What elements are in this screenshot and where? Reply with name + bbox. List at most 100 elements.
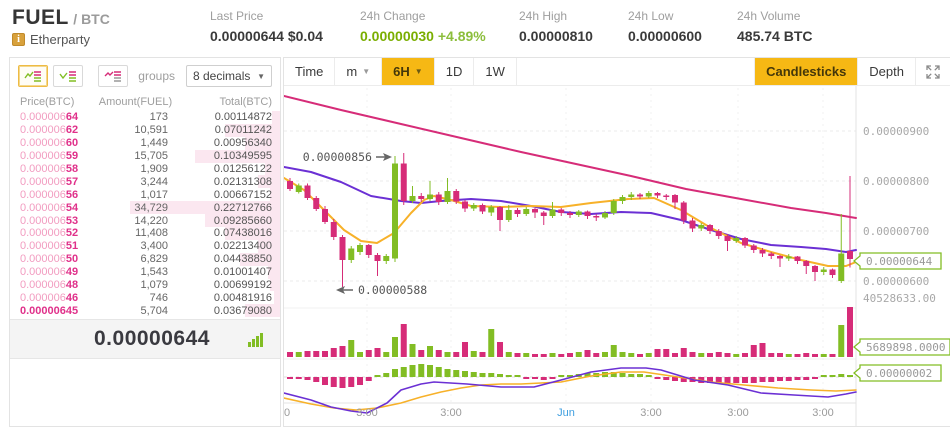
orderbook-buy-icon — [59, 71, 76, 82]
orderbook-sell-button[interactable] — [98, 65, 128, 87]
price-cell: 0.00000653 — [20, 214, 79, 227]
coin-name: Etherparty — [30, 32, 90, 47]
interval-1d-button[interactable]: 1D — [435, 58, 475, 85]
price-cell: 0.00000664 — [20, 111, 79, 124]
asks-list: 0.00000664 173 0.00114872 0.00000662 10,591 0… — [10, 111, 280, 318]
ask-row[interactable]: 0.00000657 3,244 0.02131308 — [10, 175, 280, 189]
amount-cell: 10,591 — [134, 124, 168, 137]
chart-toolbar: Time m ▼ 6H ▼ 1D 1W Candlesticks Depth — [284, 58, 950, 86]
amount-cell: 1,543 — [140, 266, 168, 279]
orderbook-toolbar: groups 8 decimals ▼ — [10, 58, 280, 94]
candlesticks-button[interactable]: Candlesticks — [754, 58, 858, 85]
stat-last-price: Last Price 0.00000644 $0.04 — [210, 9, 323, 44]
amount-cell: 34,729 — [134, 201, 168, 214]
pair-title: FUEL / BTC i Etherparty — [12, 6, 110, 47]
fullscreen-button[interactable] — [915, 58, 950, 85]
ask-row[interactable]: 0.00000656 1,017 0.00667152 — [10, 188, 280, 202]
depth-bar — [274, 291, 280, 305]
depth-bar — [270, 278, 280, 292]
svg-text:0.00000644: 0.00000644 — [866, 255, 933, 268]
stat-24h-change: 24h Change 0.00000030 +4.89% — [360, 9, 486, 44]
total-cell: 0.00114872 — [214, 111, 272, 124]
ask-row[interactable]: 0.00000653 14,220 0.09285660 — [10, 214, 280, 228]
svg-text:0.00000800: 0.00000800 — [863, 175, 929, 188]
pair-symbol: FUEL — [12, 6, 69, 29]
price-cell: 0.00000657 — [20, 175, 79, 188]
depth-bar — [195, 149, 280, 163]
depth-bar — [130, 201, 280, 215]
svg-text:Jun: Jun — [557, 407, 575, 419]
annotation-low: 0.00000588 — [336, 283, 427, 297]
volume-group — [287, 307, 853, 357]
ask-row[interactable]: 0.00000664 173 0.00114872 — [10, 111, 280, 124]
ask-row[interactable]: 0.00000651 3,400 0.02213400 — [10, 239, 280, 253]
svg-text:3:00: 3:00 — [440, 407, 461, 419]
price-cell: 0.00000652 — [20, 227, 79, 240]
ask-row[interactable]: 0.00000648 1,079 0.00699192 — [10, 278, 280, 292]
ask-row[interactable]: 0.00000646 746 0.00481916 — [10, 291, 280, 305]
annotation-high: 0.00000856 — [303, 150, 392, 164]
svg-text:3:00: 3:00 — [640, 407, 661, 419]
price-axis-labels: 0.00000900 0.00000800 0.00000700 0.00000600… — [863, 125, 936, 305]
amount-cell: 15,705 — [134, 150, 168, 163]
depth-bar — [225, 123, 280, 137]
stat-24h-high: 24h High 0.00000810 — [519, 9, 593, 44]
interval-1w-button[interactable]: 1W — [474, 58, 517, 85]
ask-row[interactable]: 0.00000659 15,705 0.10349595 — [10, 149, 280, 163]
price-cell: 0.00000651 — [20, 240, 79, 253]
volume-bars-icon — [247, 333, 263, 347]
orderbook-buy-button[interactable] — [53, 65, 83, 87]
amount-cell: 11,408 — [135, 227, 168, 240]
ask-row[interactable]: 0.00000652 11,408 0.07438016 — [10, 227, 280, 240]
svg-text:3:00: 3:00 — [356, 407, 377, 419]
caret-down-icon: ▼ — [257, 71, 265, 81]
ma-line-orange — [284, 177, 857, 267]
amount-cell: 6,829 — [140, 253, 168, 266]
amount-cell: 1,909 — [140, 163, 168, 175]
total-cell: 0.02213400 — [213, 240, 272, 253]
total-cell: 0.07011242 — [214, 124, 272, 137]
depth-bar — [272, 111, 280, 124]
amount-cell: 1,017 — [140, 188, 168, 201]
pair-quote: / BTC — [73, 11, 110, 27]
total-cell: 0.02131308 — [213, 175, 272, 188]
caret-down-icon: ▼ — [362, 67, 371, 76]
ask-row[interactable]: 0.00000649 1,543 0.01001407 — [10, 265, 280, 279]
expand-icon — [926, 64, 940, 79]
current-volume-tag: 5689898.0000 — [852, 338, 950, 356]
depth-button[interactable]: Depth — [857, 58, 915, 85]
total-cell: 0.09285660 — [213, 214, 272, 227]
last-price: 0.00000644 — [94, 327, 210, 350]
total-cell: 0.00667152 — [213, 188, 272, 201]
candlestick-chart[interactable]: 0.00000900 0.00000800 0.00000700 0.00000600… — [284, 86, 950, 427]
ask-row[interactable]: 0.00000660 1,449 0.00956340 — [10, 136, 280, 150]
decimals-select[interactable]: 8 decimals ▼ — [186, 65, 272, 87]
svg-text:3:00: 3:00 — [727, 407, 748, 419]
orderbook-both-button[interactable] — [18, 65, 48, 87]
amount-cell: 1,079 — [140, 279, 168, 292]
time-axis-labels: 0 3:00 3:00 Jun 3:00 3:00 3:00 — [284, 407, 834, 419]
amount-cell: 3,244 — [140, 175, 168, 188]
depth-bar — [205, 214, 280, 228]
time-label: Time — [284, 58, 336, 85]
stat-24h-volume: 24h Volume 485.74 BTC — [737, 9, 813, 44]
ask-row[interactable]: 0.00000650 6,829 0.04438850 — [10, 252, 280, 266]
ask-row[interactable]: 0.00000654 34,729 0.22712766 — [10, 201, 280, 215]
svg-text:40528633.00: 40528633.00 — [863, 292, 936, 305]
total-cell: 0.22712766 — [213, 201, 272, 214]
orderbook-footer: 0.00000644 — [10, 319, 280, 359]
depth-bar — [245, 136, 280, 150]
caret-down-icon: ▼ — [414, 67, 423, 76]
ask-row[interactable]: 0.00000645 5,704 0.03679080 — [10, 304, 280, 318]
ask-row[interactable]: 0.00000662 10,591 0.07011242 — [10, 123, 280, 137]
trend-line — [284, 95, 857, 219]
svg-text:0.00000856: 0.00000856 — [303, 150, 372, 164]
price-cell: 0.00000645 — [20, 304, 79, 317]
ask-row[interactable]: 0.00000658 1,909 0.01256122 — [10, 162, 280, 176]
amount-cell: 173 — [149, 111, 168, 124]
stat-24h-low: 24h Low 0.00000600 — [628, 9, 702, 44]
interval-6h-button[interactable]: 6H ▼ — [382, 58, 435, 85]
orderbook-columns: Price(BTC) Amount(FUEL) Total(BTC) — [20, 96, 272, 108]
interval-m-button[interactable]: m ▼ — [335, 58, 383, 85]
